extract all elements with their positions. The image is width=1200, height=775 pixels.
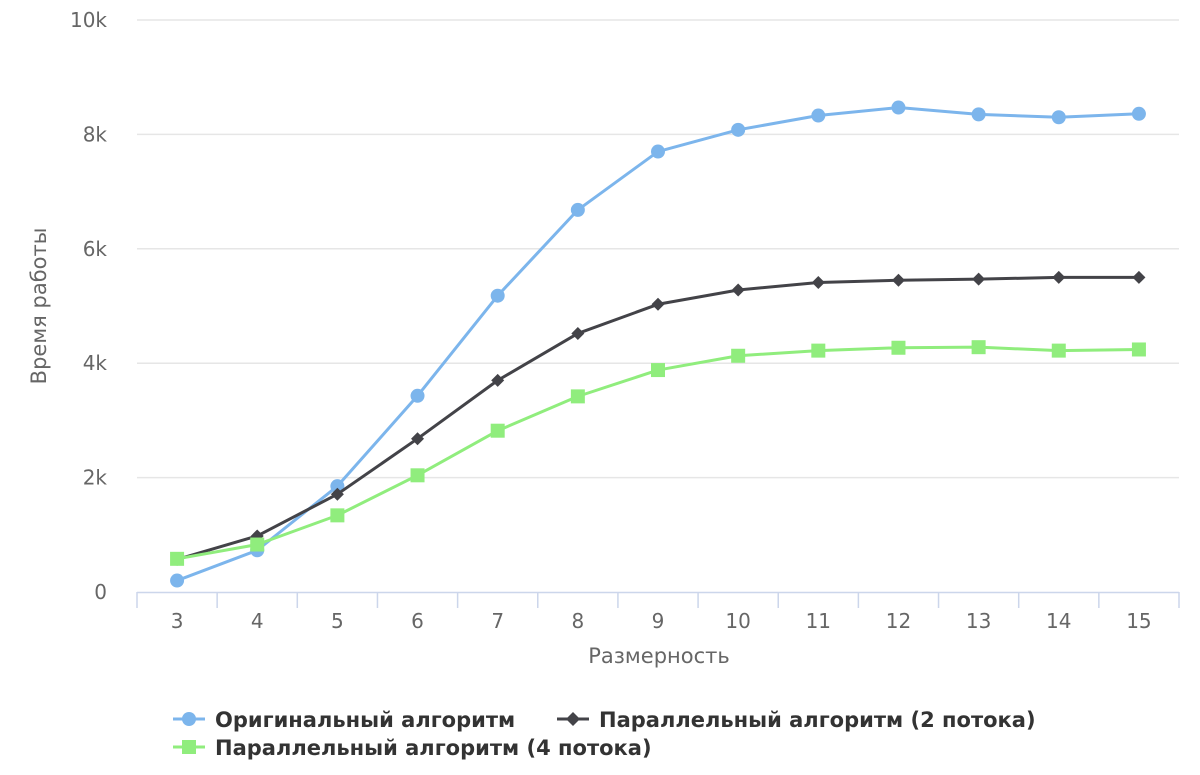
data-point[interactable] [1051, 343, 1066, 358]
data-point[interactable] [811, 276, 825, 290]
y-tick-label: 8k [83, 122, 108, 146]
x-axis-tick-labels: 3 4 5 6 7 8 9 10 11 12 13 14 15 [171, 609, 1152, 633]
legend-marker-series-0 [182, 712, 196, 726]
data-point[interactable] [330, 508, 345, 523]
data-point[interactable] [330, 487, 344, 501]
data-point[interactable] [250, 537, 265, 552]
x-tick-label: 3 [171, 609, 184, 633]
data-point[interactable] [491, 373, 505, 387]
x-tick-label: 8 [571, 609, 584, 633]
legend: Оригинальный алгоритм Параллельный алгор… [173, 708, 1036, 760]
y-tick-label: 6k [83, 237, 108, 261]
data-point[interactable] [651, 144, 665, 159]
data-point[interactable] [811, 343, 826, 358]
y-axis-title: Время работы [27, 228, 51, 385]
data-point[interactable] [571, 326, 585, 340]
data-point[interactable] [971, 340, 986, 355]
data-point[interactable] [570, 202, 585, 217]
x-tick-label: 4 [251, 609, 264, 633]
legend-marker-series-2 [182, 740, 196, 754]
data-point[interactable] [570, 389, 585, 404]
x-tick-label: 11 [806, 609, 831, 633]
data-point[interactable] [651, 297, 665, 311]
data-point[interactable] [170, 573, 185, 588]
x-tick-label: 13 [966, 609, 991, 633]
x-tick-label: 9 [652, 609, 665, 633]
data-point[interactable] [490, 423, 505, 438]
y-tick-label: 10k [70, 8, 107, 32]
x-axis-title: Размерность [588, 644, 730, 668]
x-tick-label: 5 [331, 609, 344, 633]
series-0 [170, 100, 1146, 588]
data-point[interactable] [891, 273, 905, 287]
x-tick-label: 14 [1046, 609, 1071, 633]
data-point[interactable] [731, 283, 745, 297]
data-point[interactable] [972, 272, 986, 286]
y-tick-label: 2k [83, 466, 108, 490]
data-point[interactable] [1052, 270, 1066, 284]
x-tick-label: 6 [411, 609, 424, 633]
data-point[interactable] [891, 100, 906, 115]
series-line-0 [175, 106, 1141, 583]
data-point[interactable] [731, 122, 746, 137]
data-point[interactable] [811, 108, 826, 123]
data-point[interactable] [490, 288, 505, 303]
x-tick-label: 15 [1126, 609, 1151, 633]
data-point[interactable] [330, 479, 345, 494]
data-point[interactable] [651, 363, 665, 378]
y-tick-label: 0 [94, 580, 107, 604]
series-line-1 [175, 275, 1141, 561]
legend-label-series-1: Параллельный алгоритм (2 потока) [599, 708, 1036, 732]
legend-item-series-2[interactable]: Параллельный алгоритм (4 потока) [173, 736, 652, 760]
series-2 [170, 340, 1146, 566]
data-point[interactable] [1132, 270, 1146, 284]
y-tick-label: 4k [83, 351, 108, 375]
data-point[interactable] [410, 388, 425, 403]
x-tick-label: 10 [725, 609, 750, 633]
legend-label-series-0: Оригинальный алгоритм [215, 708, 515, 732]
data-point[interactable] [1131, 342, 1146, 357]
legend-item-series-1[interactable]: Параллельный алгоритм (2 потока) [557, 708, 1036, 732]
data-point[interactable] [1051, 110, 1066, 125]
y-axis-tick-labels: 0 2k 4k 6k 8k 10k [70, 8, 107, 604]
data-point[interactable] [411, 432, 425, 446]
grid-lines [137, 19, 1179, 479]
legend-label-series-2: Параллельный алгоритм (4 потока) [215, 736, 652, 760]
data-point[interactable] [1131, 106, 1146, 121]
data-point[interactable] [971, 107, 986, 122]
data-point[interactable] [891, 340, 906, 355]
data-point[interactable] [170, 551, 185, 566]
series-line-2 [175, 345, 1141, 561]
legend-item-series-0[interactable]: Оригинальный алгоритм [173, 708, 515, 732]
x-axis [136, 591, 1180, 608]
data-point[interactable] [731, 348, 746, 363]
x-tick-label: 12 [886, 609, 911, 633]
x-tick-label: 7 [491, 609, 504, 633]
series-group [170, 100, 1146, 588]
legend-marker-series-1 [566, 712, 580, 726]
data-point[interactable] [410, 468, 425, 483]
